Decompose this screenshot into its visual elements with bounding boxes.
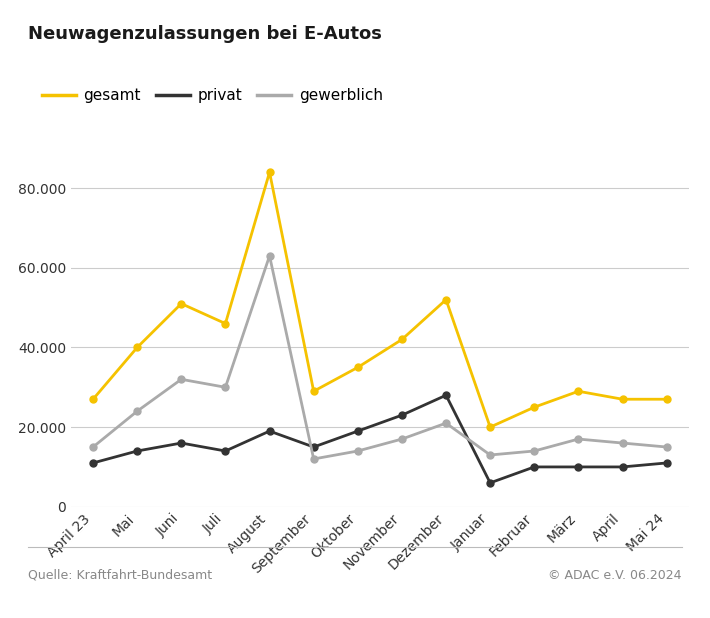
gewerblich: [89, 443, 97, 451]
gesamt: [618, 396, 627, 403]
privat: [177, 439, 185, 447]
gewerblich: [398, 435, 406, 442]
gesamt: [177, 300, 185, 307]
Text: Quelle: Kraftfahrt-Bundesamt: Quelle: Kraftfahrt-Bundesamt: [28, 569, 212, 582]
gewerblich: [530, 447, 539, 455]
gewerblich: [177, 376, 185, 383]
gesamt: [266, 169, 274, 176]
gewerblich: [574, 435, 583, 442]
gesamt: [486, 423, 494, 431]
privat: [442, 392, 450, 399]
privat: [310, 443, 318, 451]
gesamt: [133, 344, 141, 351]
gewerblich: [222, 384, 230, 391]
gewerblich: [662, 443, 671, 451]
privat: [89, 459, 97, 467]
gesamt: [530, 404, 539, 411]
gesamt: [398, 336, 406, 343]
gesamt: [662, 396, 671, 403]
privat: [354, 428, 362, 435]
privat: [398, 412, 406, 419]
Legend: gesamt, privat, gewerblich: gesamt, privat, gewerblich: [36, 82, 389, 109]
gewerblich: [442, 420, 450, 427]
gewerblich: [133, 407, 141, 415]
privat: [618, 464, 627, 471]
gewerblich: [310, 455, 318, 463]
privat: [662, 459, 671, 467]
gewerblich: [354, 447, 362, 455]
gesamt: [354, 363, 362, 371]
privat: [266, 428, 274, 435]
privat: [133, 447, 141, 455]
Line: privat: privat: [89, 392, 670, 486]
gewerblich: [618, 439, 627, 447]
Line: gesamt: gesamt: [89, 169, 670, 431]
gewerblich: [486, 451, 494, 459]
gesamt: [222, 320, 230, 328]
privat: [574, 464, 583, 471]
gesamt: [574, 387, 583, 395]
Text: Neuwagenzulassungen bei E-Autos: Neuwagenzulassungen bei E-Autos: [28, 25, 382, 43]
gesamt: [89, 396, 97, 403]
gewerblich: [266, 252, 274, 260]
Text: © ADAC e.V. 06.2024: © ADAC e.V. 06.2024: [548, 569, 682, 582]
privat: [222, 447, 230, 455]
Line: gewerblich: gewerblich: [89, 252, 670, 462]
privat: [486, 479, 494, 486]
privat: [530, 464, 539, 471]
gesamt: [310, 387, 318, 395]
gesamt: [442, 296, 450, 303]
